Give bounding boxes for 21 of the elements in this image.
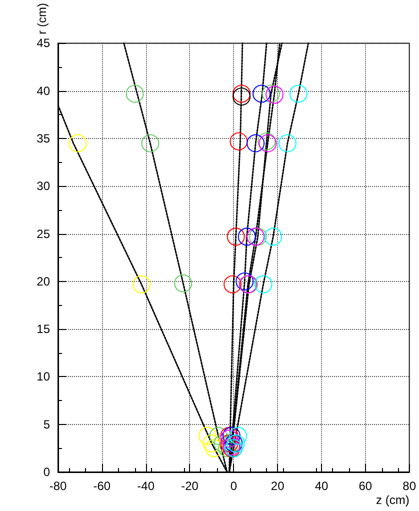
- x-tick-label: 40: [314, 479, 328, 493]
- x-tick-label: 60: [358, 479, 372, 493]
- y-tick-label: 10: [36, 370, 50, 384]
- y-tick-label: 15: [36, 322, 50, 336]
- y-tick-label: 0: [43, 465, 50, 479]
- x-tick-label: 80: [402, 479, 416, 493]
- x-axis-title: z (cm): [376, 493, 410, 507]
- x-tick-label: 20: [270, 479, 285, 493]
- y-tick-label: 25: [36, 226, 50, 241]
- x-tick-label: -40: [137, 479, 155, 493]
- x-tick-label: 0: [230, 479, 238, 493]
- y-tick-label: 40: [36, 84, 50, 98]
- x-tick-label: -20: [181, 479, 199, 493]
- x-tick-label: -80: [49, 479, 67, 493]
- y-tick-label: 30: [36, 179, 50, 194]
- y-axis-title: r (cm): [35, 3, 49, 34]
- y-tick-label: 35: [36, 132, 50, 146]
- y-tick-label: 45: [36, 36, 50, 50]
- y-tick-label: 20: [36, 274, 50, 288]
- x-tick-label: -60: [93, 479, 111, 493]
- y-tick-label: 5: [43, 417, 50, 432]
